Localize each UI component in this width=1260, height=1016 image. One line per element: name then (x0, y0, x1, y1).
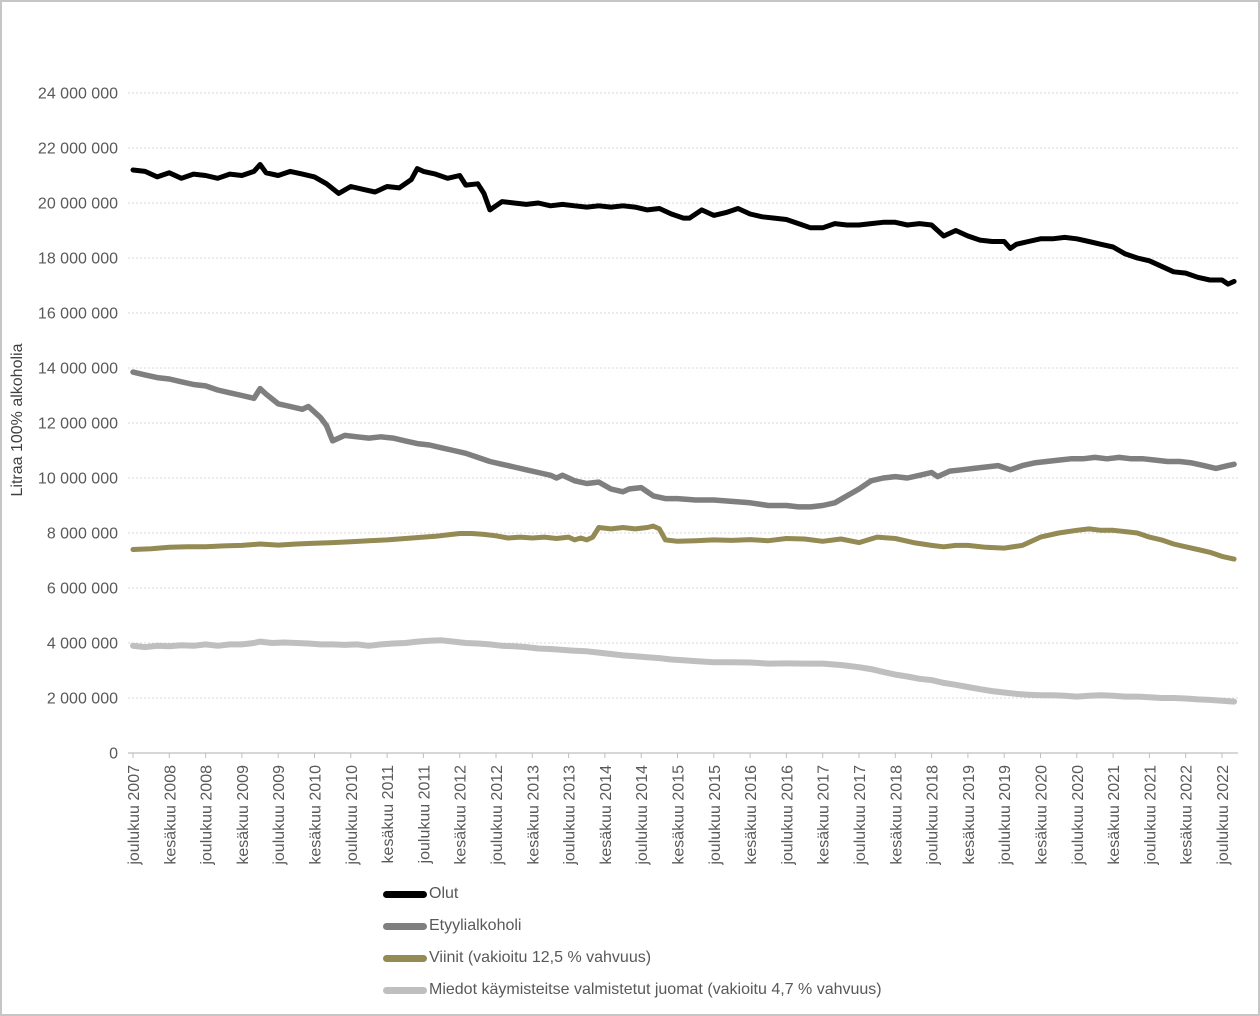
x-tick-label: joulukuu 2019 (997, 765, 1014, 866)
legend-swatch-viinit (383, 954, 427, 962)
y-tick-label: 0 (109, 746, 118, 763)
x-tick-label: joulukuu 2008 (199, 765, 216, 866)
axes: 0 2 000 000 4 000 000 6 000 000 8 000 000 10 … (38, 86, 1238, 866)
x-tick-label: kesäkuu 2018 (888, 765, 905, 865)
y-tick-label: 16 000 000 (38, 306, 118, 323)
series-lines (130, 162, 1238, 705)
y-tick-label: 8 000 000 (47, 526, 118, 543)
x-tick-label: joulukuu 2015 (707, 765, 724, 866)
x-tick-label: joulukuu 2020 (1070, 765, 1087, 866)
x-tick-label: kesäkuu 2022 (1179, 765, 1196, 865)
x-tick-label: joulukuu 2009 (271, 765, 288, 866)
x-tick-label: kesäkuu 2017 (816, 765, 833, 865)
y-axis-title: Litraa 100% alkoholia (9, 343, 26, 496)
x-tick-label: kesäkuu 2013 (525, 765, 542, 865)
x-tick-label: joulukuu 2012 (489, 765, 506, 866)
legend: Olut Etyylialkoholi Viinit (vakioitu 12,5 … (383, 885, 882, 999)
y-tick-label: 14 000 000 (38, 361, 118, 378)
x-tick-label: joulukuu 2022 (1215, 765, 1232, 866)
legend-item-etyylialkoholi: Etyylialkoholi (383, 917, 882, 935)
gridlines (128, 92, 1238, 699)
legend-swatch-olut (383, 890, 427, 898)
x-tick-label: kesäkuu 2019 (961, 765, 978, 865)
legend-item-viinit: Viinit (vakioitu 12,5 % vahvuus) (383, 949, 882, 967)
x-tick-label: kesäkuu 2020 (1034, 765, 1051, 865)
x-tick-label: joulukuu 2010 (344, 765, 361, 866)
legend-swatch-etyylialkoholi (383, 922, 427, 930)
legend-swatch-miedot (383, 986, 427, 994)
y-tick-label: 24 000 000 (38, 86, 118, 103)
x-tick-label: kesäkuu 2008 (162, 765, 179, 865)
y-tick-label: 22 000 000 (38, 141, 118, 158)
legend-label-olut: Olut (429, 885, 459, 902)
y-tick-label: 10 000 000 (38, 471, 118, 488)
y-tick-label: 18 000 000 (38, 251, 118, 268)
x-tick-label: joulukuu 2011 (416, 765, 433, 865)
series-line-olut (130, 162, 1237, 287)
x-tick-label: kesäkuu 2009 (235, 765, 252, 865)
x-tick-label: kesäkuu 2016 (743, 765, 760, 865)
x-tick-label: joulukuu 2017 (852, 765, 869, 866)
x-tick-label: kesäkuu 2015 (671, 765, 688, 865)
x-tick-label: joulukuu 2014 (634, 765, 651, 866)
y-tick-label: 20 000 000 (38, 196, 118, 213)
y-tick-label: 6 000 000 (47, 581, 118, 598)
legend-item-miedot: Miedot käymisteitse valmistetut juomat (… (383, 981, 882, 999)
x-tick-label: kesäkuu 2014 (598, 765, 615, 865)
series-line-etyylialkoholi (130, 369, 1237, 510)
legend-label-miedot: Miedot käymisteitse valmistetut juomat (… (429, 981, 882, 998)
legend-label-viinit: Viinit (vakioitu 12,5 % vahvuus) (429, 949, 652, 966)
legend-item-olut: Olut (383, 885, 882, 903)
y-tick-label: 12 000 000 (38, 416, 118, 433)
series-line-viinit (130, 523, 1237, 562)
x-tick-label: kesäkuu 2010 (308, 765, 325, 865)
x-tick-label: joulukuu 2013 (562, 765, 579, 866)
x-tick-label: joulukuu 2007 (126, 765, 143, 866)
x-tick-label: kesäkuu 2021 (1106, 765, 1123, 865)
x-tick-label: kesäkuu 2011 (380, 765, 397, 864)
series-line-miedot (130, 637, 1238, 705)
x-tick-label: joulukuu 2018 (925, 765, 942, 866)
x-tick-label: joulukuu 2021 (1142, 765, 1159, 866)
legend-label-etyylialkoholi: Etyylialkoholi (429, 917, 522, 934)
y-tick-label: 4 000 000 (47, 636, 118, 653)
x-tick-label: joulukuu 2016 (779, 765, 796, 866)
x-tick-label: kesäkuu 2012 (453, 765, 470, 865)
y-tick-label: 2 000 000 (47, 691, 118, 708)
